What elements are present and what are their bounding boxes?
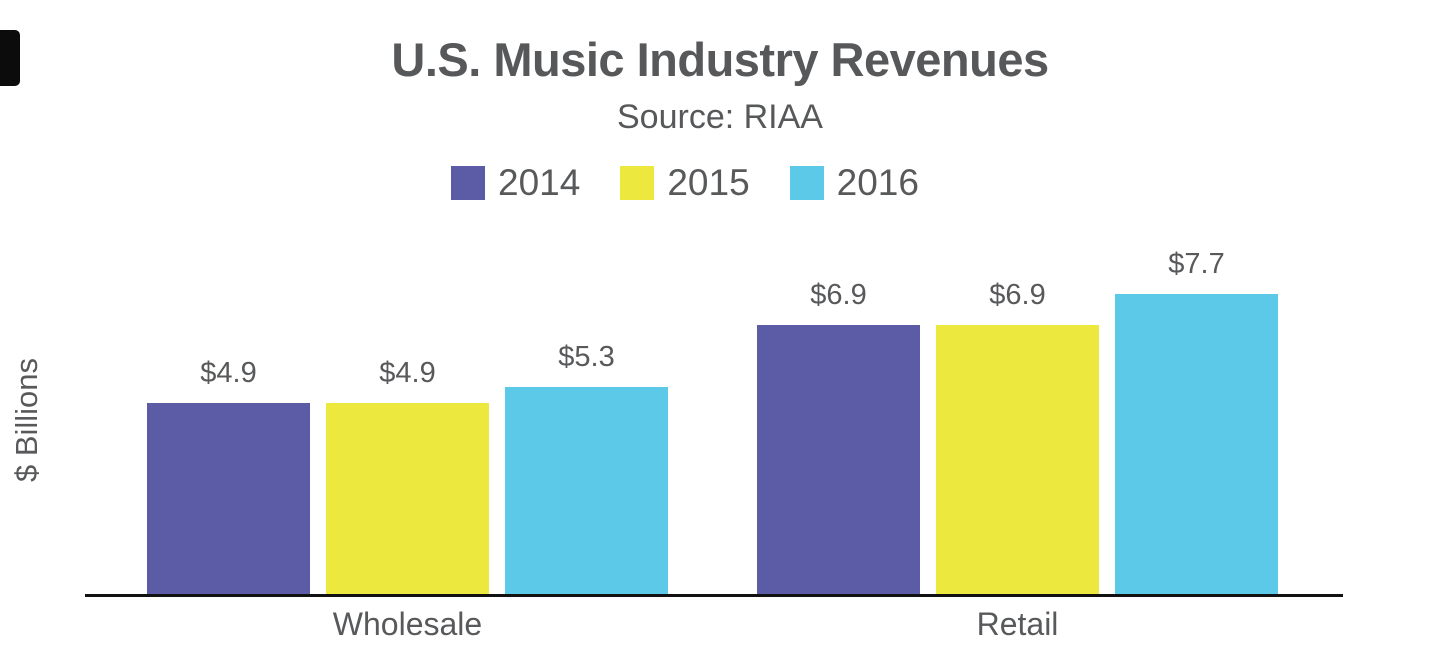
- bar-2015-retail: [936, 325, 1099, 594]
- bar-value-label: $6.9: [989, 279, 1046, 311]
- legend-item-2015: 2015: [620, 162, 750, 204]
- bar-value-label: $7.7: [1168, 248, 1225, 280]
- bar-column: $6.9: [757, 279, 920, 594]
- bar-column: $6.9: [936, 279, 1099, 594]
- chart-title: U.S. Music Industry Revenues: [391, 33, 1049, 86]
- legend-label: 2014: [498, 162, 581, 203]
- bar-2014-wholesale: [147, 403, 310, 594]
- bar-value-label: $5.3: [558, 341, 615, 373]
- bar-group-wholesale: $4.9 $4.9 $5.3: [147, 341, 668, 594]
- bar-2016-retail: [1115, 294, 1278, 594]
- bar-2015-wholesale: [326, 403, 489, 594]
- bar-column: $7.7: [1115, 248, 1278, 594]
- bar-column: $4.9: [326, 357, 489, 594]
- bar-value-label: $6.9: [810, 279, 867, 311]
- legend: 2014 2015 2016: [0, 162, 1370, 204]
- category-labels: Wholesale Retail: [85, 606, 1343, 656]
- bar-2014-retail: [757, 325, 920, 594]
- legend-label: 2016: [836, 162, 919, 203]
- chart-subtitle: Source: RIAA: [617, 98, 823, 136]
- legend-label: 2015: [667, 162, 750, 203]
- bar-2016-wholesale: [505, 387, 668, 594]
- bar-group-retail: $6.9 $6.9 $7.7: [757, 248, 1278, 594]
- bar-value-label: $4.9: [200, 357, 257, 389]
- legend-item-2014: 2014: [451, 162, 580, 204]
- legend-swatch-2016: [789, 166, 824, 200]
- legend-item-2016: 2016: [789, 162, 919, 204]
- plot-area: $4.9 $4.9 $5.3 $6.9 $6.9 $7.7: [85, 240, 1343, 597]
- bar-value-label: $4.9: [379, 357, 436, 389]
- bar-column: $5.3: [505, 341, 668, 594]
- corner-icon[interactable]: [0, 30, 20, 86]
- legend-swatch-2015: [620, 166, 655, 200]
- legend-swatch-2014: [451, 166, 486, 200]
- category-label-retail: Retail: [976, 606, 1059, 642]
- bar-column: $4.9: [147, 357, 310, 594]
- y-axis-label: $ Billions: [9, 357, 44, 483]
- category-label-wholesale: Wholesale: [332, 606, 483, 642]
